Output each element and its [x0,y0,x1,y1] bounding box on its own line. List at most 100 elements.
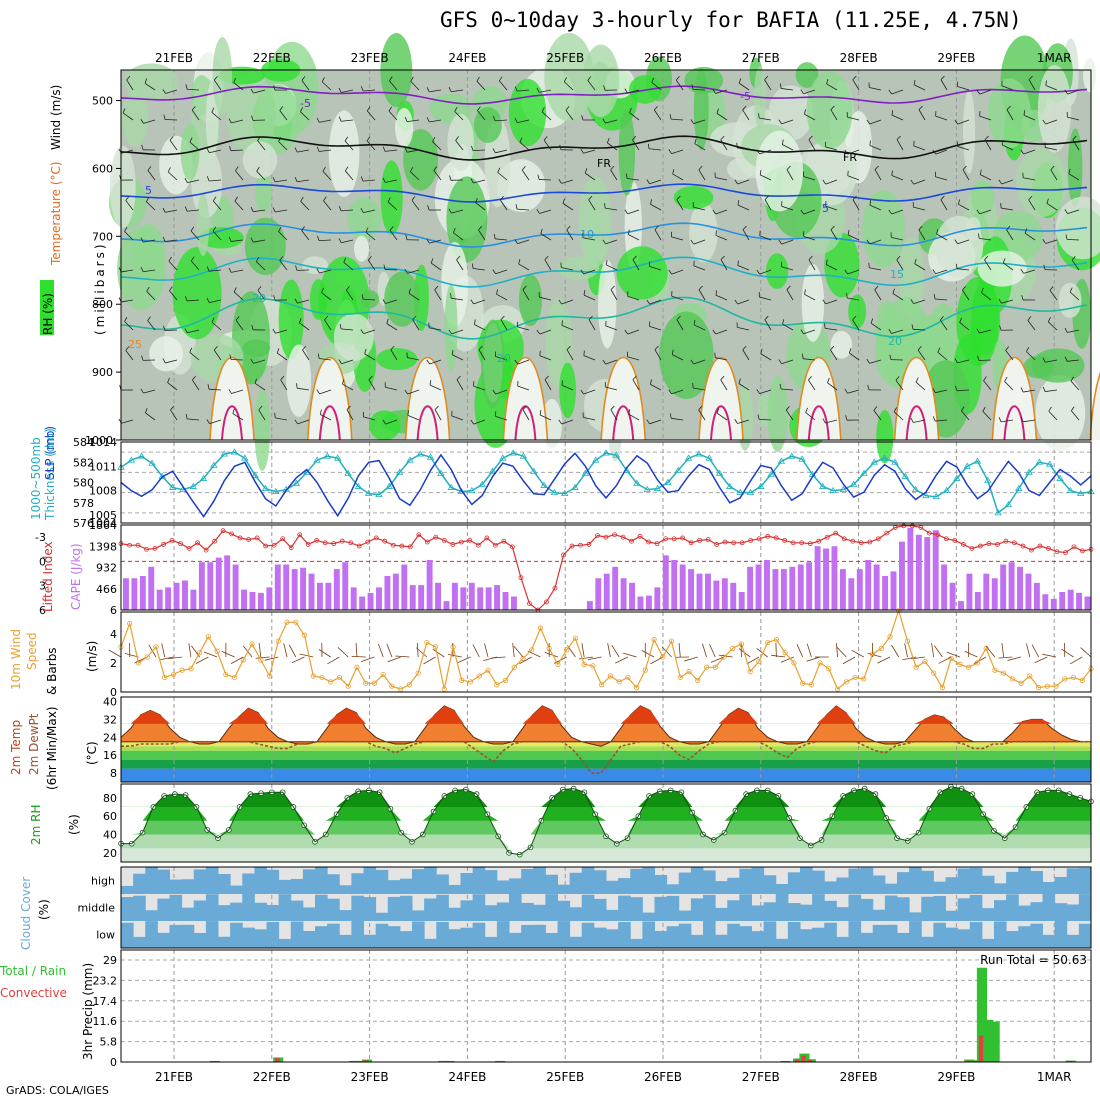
cloud-cover-bar [412,910,425,921]
wind-barb-flag [189,347,193,353]
cloud-cover-bar [387,896,401,921]
wind-barb [720,379,728,391]
rh-shade-blob [196,193,210,257]
cloud-cover-bar [836,877,849,894]
wind-barb-10m [867,652,882,658]
wind-barb-flag [141,355,144,361]
wind-barb-10m [877,656,891,664]
wind-barb-flag [141,144,144,150]
cloud-cover-bar [545,874,558,894]
cape-bar [873,564,880,610]
pressure-tick-label: 500 [92,95,113,108]
cape-bar [257,592,264,610]
wind-barb-10m [299,653,314,658]
cloud-cover-bar [181,879,195,894]
wind-barb [694,143,706,151]
wind-barb-flag [206,148,210,153]
wind-barb [957,239,970,245]
wind-barb-flag [426,359,431,365]
wind-barb [1004,381,1014,391]
wind-barb [628,413,640,421]
wind-barb [517,385,530,391]
wind-speed-point [398,686,404,692]
cape-bar [409,585,416,610]
wind-barb-flag [758,113,760,119]
wind-barb-flag [192,375,196,381]
wind-barb [126,79,134,91]
slp-line [120,452,1092,518]
li-point [365,539,371,545]
wind-barb [164,329,178,332]
date-label-top: 24FEB [448,51,486,65]
rh-shade-blob [242,141,278,179]
wind-barb-flag [452,228,456,233]
wind-barb-10m [1042,653,1057,658]
cloud-cover-bar [800,929,813,948]
rh-shade-blob [876,410,894,464]
wind-barb [187,418,200,421]
cloud-cover-bar [618,921,631,948]
wind-barb-flag [764,195,769,200]
wind-barb [495,269,508,275]
wind-barb [808,379,816,391]
wind-barb [891,89,904,95]
cloud-cover-bar [460,927,474,948]
wind-barb-flag [144,78,148,84]
wind-barb-flag [500,195,504,201]
wind-speed-point [380,671,386,678]
panel-frame-rh [120,783,1092,863]
wind-barb-10m [771,654,786,658]
wind-barb-flag [830,105,835,110]
thickness-point [973,457,982,464]
wind-barb [1067,359,1080,362]
cloud-cover-bar [399,931,413,948]
cape-bar [671,559,678,610]
wind-barb [804,113,816,121]
wind-barb-flag [498,76,503,82]
wind-barb [341,328,354,331]
cloud-cover-bar [193,932,207,948]
chart-title: GFS 0~10day 3-hourly for BAFIA (11.25E, … [440,8,1022,32]
rh-shade-blob [368,410,401,441]
wind-barb-flag [321,287,324,293]
wind-barb-flag [698,285,703,290]
cloud-cover-bar [1042,882,1056,894]
cloud-cover-bar [145,921,158,948]
wind-barb [1023,177,1036,181]
cloud-level-label: middle [77,902,115,915]
wind-barb [451,209,464,214]
temp-tick-label: 8 [110,767,117,780]
wind-barb [144,82,156,91]
wind-barb [473,419,486,425]
thickness-point [767,470,775,477]
wind-barb-flag [588,315,593,320]
wind-barb [253,209,266,213]
wind-speed-point [695,677,701,683]
wind-barb-flag [844,149,849,155]
wind-barb-flag [786,285,791,290]
wind-barb-flag [961,406,965,411]
wind-barb [849,352,860,361]
wind-barb [566,229,574,241]
cloud-cover-bar [1066,868,1080,894]
wind-barb [474,324,486,331]
cloud-cover-bar [218,873,231,894]
wind-barb [1069,291,1080,301]
wind-barb-flag [206,419,210,424]
wind-barb-10m [361,656,375,663]
wind-barb [121,269,134,273]
cape-bar [755,564,762,610]
cloud-cover-bar [678,872,692,894]
wind-barb-flag [825,259,828,265]
cloud-cover-bar [230,885,243,894]
wind-barb-flag [914,258,917,264]
wind-barb-flag [185,413,188,419]
wind-barb-flag [344,136,349,142]
wind-speed-point [1027,673,1033,679]
rh-shade-blob [1035,375,1086,451]
cape-bar [485,587,492,610]
wind-barb-flag [1065,234,1068,240]
wind-barb-flag [932,269,936,274]
wind-barb [654,109,662,121]
wind-barb-flag [698,165,703,170]
